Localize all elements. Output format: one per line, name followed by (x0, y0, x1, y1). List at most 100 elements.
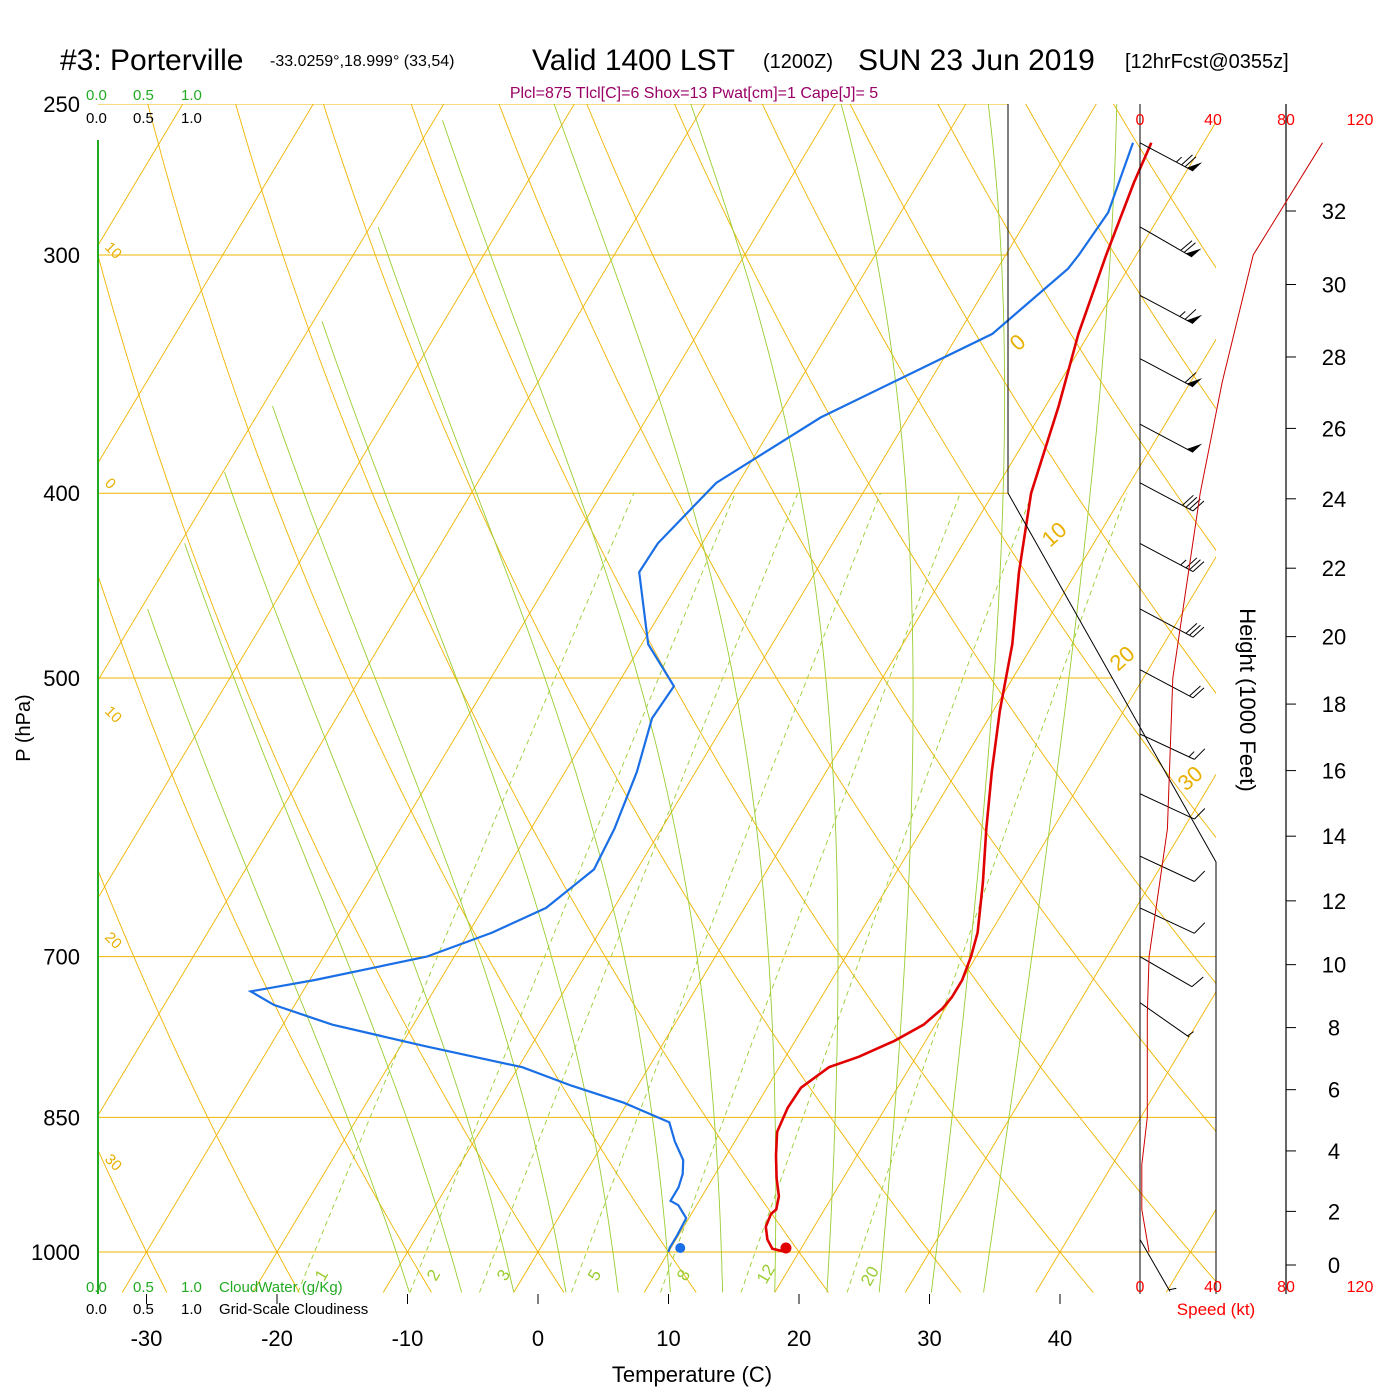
wind-barb-pennant (1185, 248, 1202, 257)
moist-adiabat-line (930, 104, 1006, 1293)
cloudwater-tick: 1.0 (181, 87, 202, 104)
wind-barb-feather (1184, 308, 1197, 320)
wind-barb-feather (1183, 242, 1196, 253)
wind-barb-half-feather (1175, 156, 1183, 163)
wind-barb (1139, 608, 1205, 638)
height-tick-label: 30 (1322, 273, 1346, 298)
station-coords: -33.0259°,18.999° (33,54) (270, 53, 454, 70)
cloudwater-scale-bottom: 0.0 0.5 1.0 CloudWater (g/Kg) 0.0 0.5 1.… (86, 1279, 368, 1318)
isotherm-line (1165, 1208, 1216, 1293)
wind-barb-half-feather (1187, 1031, 1194, 1037)
dry-adiabat-label: 0 (101, 475, 119, 493)
cloudiness-label: Grid-Scale Cloudiness (219, 1301, 368, 1318)
wind-barb-half-feather (1168, 1287, 1177, 1291)
isotherm-line (252, 104, 967, 1293)
height-tick-label: 10 (1322, 953, 1346, 978)
dry-adiabat-line (0, 70, 35, 1292)
wind-barb (1139, 793, 1206, 820)
plot-frame-right (1007, 104, 1217, 1294)
dry-adiabats (0, 70, 1216, 1293)
wind-barb (1139, 358, 1203, 388)
mixing-ratio-line (409, 493, 736, 1293)
wind-barb-staff (1139, 358, 1194, 388)
dry-adiabat-label: 20 (101, 929, 125, 953)
wind-barb-half-feather (1179, 311, 1186, 317)
wind-barb-staff (1139, 482, 1194, 512)
isotherm-line (98, 104, 706, 1117)
temperature-profile (764, 142, 1153, 1254)
height-tick-label: 28 (1322, 345, 1346, 370)
wind-barb-feather (1184, 372, 1197, 383)
wind-barb (1139, 142, 1203, 172)
wind-barb-staff (1139, 669, 1194, 699)
mixing-ratio-label: 2 (423, 1266, 444, 1284)
wind-barb-feather (1180, 240, 1193, 251)
wind-barb (1139, 1239, 1177, 1292)
dry-adiabat-line (98, 869, 300, 1293)
dry-adiabat-line (586, 104, 1216, 1133)
mixing-ratio-line (570, 493, 881, 1293)
x-tick-label: -10 (392, 1326, 424, 1351)
height-tick-label: 16 (1322, 759, 1346, 784)
pressure-tick-label: 1000 (31, 1240, 80, 1265)
height-tick-label: 18 (1322, 692, 1346, 717)
dry-adiabat-line (1025, 104, 1216, 410)
moist-adiabat-line (442, 120, 724, 1293)
wind-barb-feather (1192, 561, 1205, 572)
wind-barb (1139, 733, 1206, 760)
wind-barb-staff (1139, 608, 1194, 638)
wind-barb-staff (1139, 855, 1195, 882)
pressure-tick-label: 850 (43, 1105, 80, 1130)
isotherm-line (98, 104, 314, 464)
dewpoint-profile (247, 142, 1135, 1253)
moist-adiabat-line (147, 608, 410, 1293)
x-tick-label: -30 (131, 1326, 163, 1351)
wind-barb-staff (1139, 294, 1194, 324)
dry-adiabat-line (235, 104, 829, 1293)
wind-barb-feather (1185, 496, 1198, 508)
speed-tick-top: 0 (1136, 112, 1145, 129)
wind-barb (1139, 956, 1204, 988)
moist-adiabat-line (321, 321, 619, 1293)
wind-barb (1139, 1002, 1194, 1038)
moist-adiabat-line (224, 472, 515, 1293)
wind-barb (1139, 669, 1205, 699)
height-tick-label: 32 (1322, 199, 1346, 224)
wind-barb-feather (1189, 624, 1201, 636)
wind-barb-feather (1185, 557, 1198, 569)
moist-adiabat-line (377, 226, 671, 1293)
moist-adiabat-line (690, 104, 839, 1293)
moist-adiabat-line (184, 543, 463, 1293)
cloudwater-tick: 0.5 (133, 1279, 154, 1296)
speed-tick-top: 120 (1347, 112, 1374, 129)
isotherm-line (774, 556, 1216, 1293)
dry-adiabat-line (410, 104, 1094, 1293)
isotherm-line (513, 121, 1216, 1293)
cloudwater-tick: 0.0 (86, 1279, 107, 1296)
wind-barb-pennant (1186, 378, 1203, 387)
valid-zulu: (1200Z) (763, 51, 833, 73)
isotherm-line (98, 104, 445, 682)
height-tick-label: 22 (1322, 556, 1346, 581)
height-tick-label: 6 (1328, 1078, 1340, 1103)
cloudiness-tick: 0.5 (133, 1301, 154, 1318)
x-tick-label: 30 (917, 1326, 941, 1351)
isotherm-line (904, 773, 1216, 1293)
moist-adiabat-line (840, 104, 914, 1293)
wind-barb-feather (1189, 559, 1201, 571)
cloudiness-tick: 1.0 (181, 110, 202, 127)
y-axis-label: P (hPa) (13, 694, 35, 761)
mixing-ratio-label: 8 (673, 1266, 694, 1284)
wind-barb-feather (1192, 687, 1205, 699)
dry-adiabat-label: 20 (1105, 641, 1140, 676)
wind-barb (1139, 855, 1206, 882)
wind-barb-staff (1139, 542, 1194, 573)
speed-tick-top: 80 (1277, 112, 1295, 129)
dry-adiabat-line (322, 104, 962, 1293)
mixing-ratio-line (846, 493, 1128, 1293)
dry-adiabat-line (98, 1149, 168, 1293)
wind-barb-half-feather (1188, 751, 1195, 758)
mixing-ratio-line (297, 493, 635, 1293)
